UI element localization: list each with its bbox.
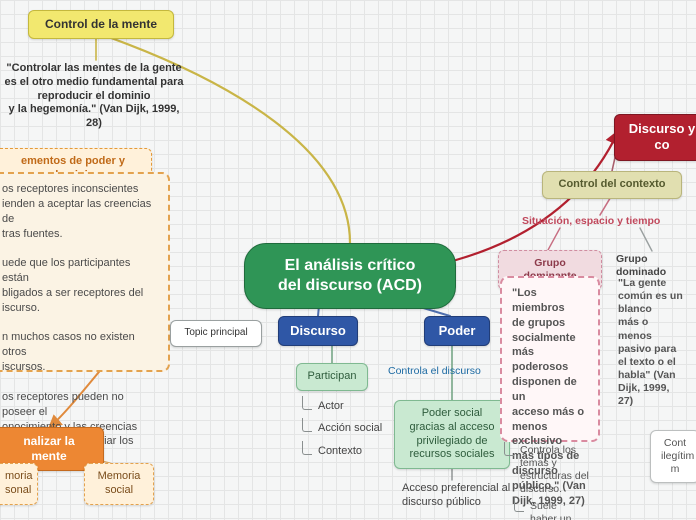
poder-social-node[interactable]: Poder socialgracias al accesoprivilegiad… bbox=[394, 400, 510, 469]
grupo-dominado-quote: "La gentecomún es unblancomás omenospasi… bbox=[614, 275, 692, 410]
control-mente-node[interactable]: Control de la mente bbox=[28, 10, 174, 39]
mindmap-canvas: El análisis críticodel discurso (ACD) Di… bbox=[0, 0, 696, 520]
memoria-social-node[interactable]: Memoriasocial bbox=[84, 463, 154, 505]
participan-child: Actor bbox=[314, 398, 348, 416]
dominante-sub-a: Controla lostemas yestructuras deldiscur… bbox=[516, 442, 606, 499]
control-ilegitimo-node[interactable]: Contilegítimm bbox=[650, 430, 696, 483]
participan-child: Acción social bbox=[314, 420, 386, 438]
control-mente-quote: "Controlar las mentes de la gentees el o… bbox=[0, 60, 188, 133]
acceso-preferencial-text: Acceso preferencial aldiscurso público bbox=[398, 480, 528, 512]
discurso-node[interactable]: Discurso bbox=[278, 316, 358, 346]
elementos-poder-box: os receptores inconscientesienden a acep… bbox=[0, 172, 170, 372]
controla-discurso-label: Controla el discurso bbox=[388, 365, 481, 377]
participan-node[interactable]: Participan bbox=[296, 363, 368, 391]
grupo-dominante-quote: "Los miembrosde grupossocialmente máspod… bbox=[500, 276, 600, 442]
situacion-label: Situación, espacio y tiempo bbox=[522, 215, 660, 227]
dominante-sub-b: Suelehaber unabuso de bbox=[526, 498, 596, 520]
poder-node[interactable]: Poder bbox=[424, 316, 490, 346]
memoria-personal-node[interactable]: moriasonal bbox=[0, 463, 38, 505]
discurso-cognicion-node[interactable]: Discurso y co bbox=[614, 114, 696, 161]
participan-child: Contexto bbox=[314, 443, 366, 461]
control-contexto-node[interactable]: Control del contexto bbox=[542, 171, 682, 199]
root-node[interactable]: El análisis críticodel discurso (ACD) bbox=[244, 243, 456, 309]
topic-principal-node[interactable]: Topic principal bbox=[170, 320, 262, 347]
